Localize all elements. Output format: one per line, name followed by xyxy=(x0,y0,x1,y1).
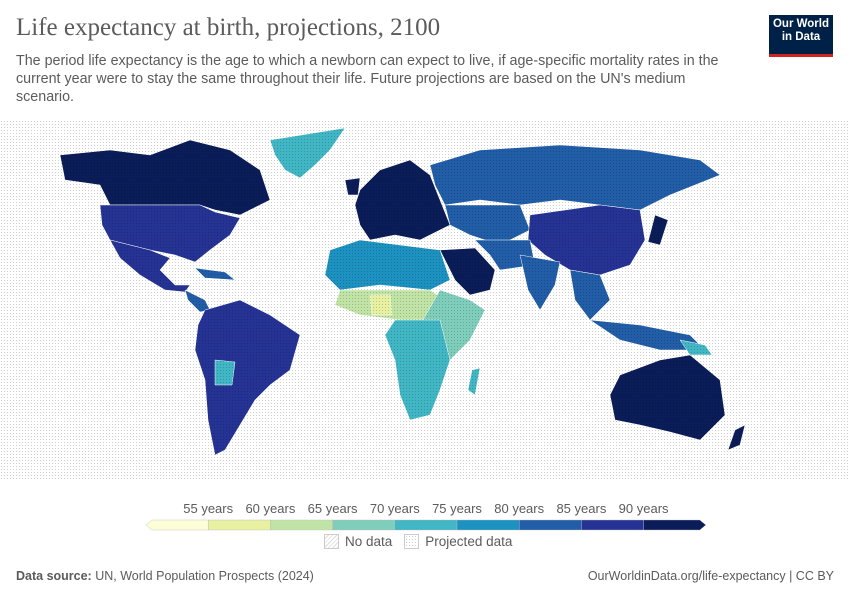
legend-tick-label: 75 years xyxy=(432,501,482,516)
chart-subtitle: The period life expectancy is the age to… xyxy=(16,53,719,105)
region-iceland-uk[interactable] xyxy=(344,177,361,196)
legend-tick-label: 90 years xyxy=(619,501,669,516)
region-south-america[interactable] xyxy=(194,299,301,456)
region-japan[interactable] xyxy=(647,214,669,246)
countries xyxy=(59,127,746,456)
projected-data-label: Projected data xyxy=(425,534,513,549)
region-central-africa[interactable] xyxy=(384,319,451,421)
region-madagascar[interactable] xyxy=(467,367,481,396)
legend-tick-label: 70 years xyxy=(370,501,420,516)
legend-tick-label: 80 years xyxy=(494,501,544,516)
no-data-swatch xyxy=(324,534,339,549)
owid-logo[interactable]: Our World in Data xyxy=(769,15,833,57)
legend-bin[interactable] xyxy=(394,519,458,531)
footer-link[interactable]: OurWorldinData.org/life-expectancy | CC … xyxy=(587,569,834,583)
legend-bin[interactable] xyxy=(581,519,644,531)
data-source: Data source: UN, World Population Prospe… xyxy=(16,569,314,583)
legend-bin[interactable] xyxy=(456,519,520,531)
region-new-zealand[interactable] xyxy=(727,424,746,451)
source-text: UN, World Population Prospects (2024) xyxy=(95,569,314,583)
region-caribbean[interactable] xyxy=(194,267,236,281)
legend-bin[interactable] xyxy=(332,519,396,531)
region-southeast-asia[interactable] xyxy=(569,269,611,321)
region-middle-east[interactable] xyxy=(439,247,496,296)
color-legend: 55 years 60 years 65 years 70 years 75 years… xyxy=(145,501,707,531)
legend-tick-label: 60 years xyxy=(245,501,295,516)
region-canada[interactable] xyxy=(59,139,271,216)
legend-bin[interactable] xyxy=(519,519,582,531)
legend-extra: No data Projected data xyxy=(324,534,512,549)
region-greenland[interactable] xyxy=(269,127,346,179)
world-map[interactable] xyxy=(0,120,850,480)
source-label: Data source: xyxy=(16,569,92,583)
region-central-asia[interactable] xyxy=(444,204,531,246)
region-north-africa[interactable] xyxy=(324,239,451,291)
legend-tick-label: 65 years xyxy=(308,501,358,516)
chart-title: Life expectancy at birth, projections, 2… xyxy=(16,14,441,41)
no-data-label: No data xyxy=(345,534,393,549)
region-russia[interactable] xyxy=(429,144,721,211)
region-nigeria[interactable] xyxy=(369,294,393,316)
legend-bin[interactable] xyxy=(270,519,333,531)
projected-data-swatch xyxy=(404,534,420,549)
legend-bin[interactable] xyxy=(643,519,707,531)
region-australia[interactable] xyxy=(609,354,726,441)
legend-tick-label: 55 years xyxy=(183,501,233,516)
region-central-america[interactable] xyxy=(184,289,211,313)
legend-bin[interactable] xyxy=(207,519,271,531)
legend-bin[interactable] xyxy=(145,519,209,531)
legend-tick-label: 85 years xyxy=(556,501,606,516)
region-india[interactable] xyxy=(519,254,561,311)
region-bolivia[interactable] xyxy=(214,359,236,386)
